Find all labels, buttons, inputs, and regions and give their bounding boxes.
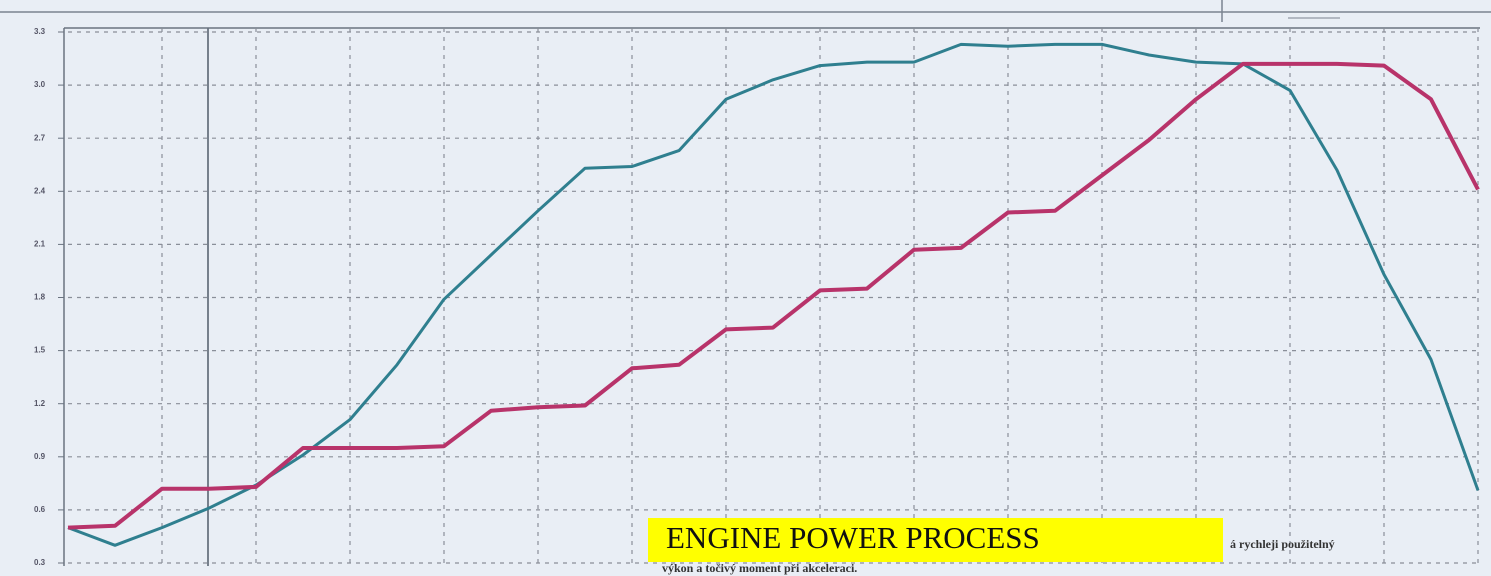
y-tick-label: 0.6 — [34, 505, 46, 514]
caption: výkon a točivý moment při akceleraci. — [662, 561, 857, 575]
y-tick-label: 0.3 — [34, 558, 46, 567]
y-tick-label: 1.8 — [34, 293, 46, 302]
overlay-title: ENGINE POWER PROCESS — [666, 520, 1040, 555]
y-tick-label: 2.4 — [34, 186, 46, 195]
y-tick-label: 3.3 — [34, 27, 46, 36]
y-tick-label: 0.9 — [34, 452, 46, 461]
series-line — [67, 61, 1480, 530]
plot: 0.3 0.6 0.9 1.2 1.5 1.8 2.1 2.4 2.7 3.0 3.3 — [34, 27, 1480, 567]
y-tick-label: 1.2 — [34, 399, 46, 408]
y-tick-label: 2.7 — [34, 133, 46, 142]
y-tick-label: 3.0 — [34, 80, 46, 89]
caption: á rychleji použitelný — [1230, 537, 1335, 551]
y-tick-label: 2.1 — [34, 240, 46, 249]
y-tick-label: 1.5 — [34, 346, 46, 355]
label-box — [648, 518, 1223, 562]
